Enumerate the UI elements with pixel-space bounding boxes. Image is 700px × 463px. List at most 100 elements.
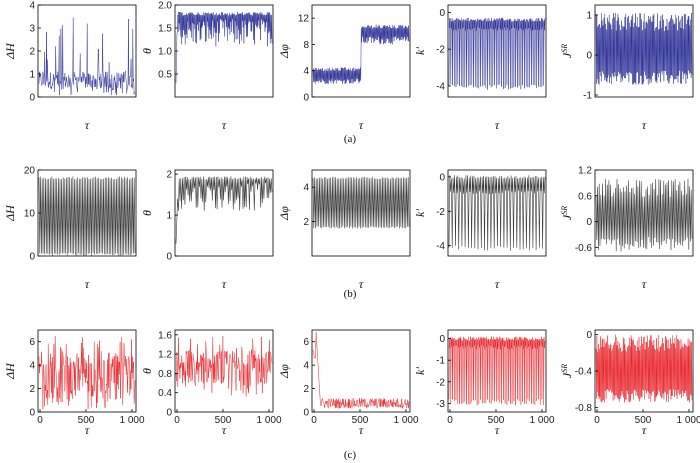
x-axis-label: τ: [495, 277, 500, 291]
plot-frame: [311, 169, 411, 257]
y-axis-label: JSR: [560, 44, 574, 58]
series-line: [38, 336, 136, 410]
plot-frame: [174, 329, 274, 413]
y-tick-label: -1: [436, 356, 445, 367]
y-tick-label: 0: [586, 217, 592, 228]
y-axis-label: k': [413, 47, 427, 55]
x-tick-label: 500: [488, 415, 505, 426]
y-tick-label: 0: [439, 8, 445, 19]
series-line: [595, 12, 693, 85]
x-tick-label: 1 000: [119, 415, 144, 426]
x-tick-label: 0: [447, 415, 453, 426]
y-tick-label: 6: [303, 337, 309, 348]
y-tick-label: 4: [303, 361, 309, 372]
y-axis-label: θ: [140, 48, 154, 54]
x-tick-label: 500: [215, 415, 232, 426]
series-line: [448, 175, 546, 251]
y-tick-label: -2: [436, 45, 445, 56]
y-tick-label: 2: [29, 47, 35, 58]
series-line: [38, 176, 136, 257]
y-tick-label: 1: [166, 211, 172, 222]
panel-r1c3: 0 -2 -4 τ k': [413, 169, 547, 291]
x-axis-label: τ: [495, 118, 500, 132]
x-tick-label: 0: [37, 415, 43, 426]
x-tick-label: 1 000: [256, 415, 281, 426]
y-tick-label: -2: [436, 207, 445, 218]
x-axis-label: τ: [359, 118, 364, 132]
y-tick-label: 0.5: [158, 70, 172, 81]
panel-r1c4: 1.2 0.6 0 -0.6 τ JSR: [560, 166, 694, 291]
panel-r0c3: 0 -2 -4 τ k': [413, 4, 547, 132]
x-tick-label: 500: [635, 415, 652, 426]
panel-r0c4: 1 0 -1 τ JSR: [560, 4, 694, 132]
y-tick-label: 2: [166, 170, 172, 181]
series-line: [595, 334, 693, 403]
y-tick-label: 10: [24, 209, 36, 220]
series-line: [312, 24, 410, 84]
series-line: [595, 178, 693, 252]
series-line: [175, 11, 273, 84]
y-tick-label: 2: [29, 384, 35, 395]
series-line: [175, 176, 273, 244]
x-axis-label: τ: [222, 423, 227, 437]
y-tick-label: 4: [303, 183, 309, 194]
panel-r1c2: 2 4 τ Δφ: [277, 169, 411, 291]
row-label-1: (b): [344, 288, 357, 300]
y-tick-label: 0.4: [158, 388, 172, 399]
y-tick-label: 0: [586, 51, 592, 62]
plot-frame: [311, 329, 411, 413]
x-tick-label: 0: [174, 415, 180, 426]
plot-frame: [447, 169, 547, 257]
y-tick-label: -0.4: [575, 367, 593, 378]
y-tick-label: 0: [29, 252, 35, 263]
row-label-2: (c): [344, 449, 357, 461]
y-tick-label: -2: [436, 377, 445, 388]
panel-r2c0: 0 2 4 6 0 500 1 000 τ ΔH: [3, 329, 145, 437]
y-tick-label: 2.0: [158, 1, 172, 12]
y-tick-label: 0: [303, 93, 309, 104]
y-tick-label: 6: [29, 337, 35, 348]
panels: 01234τΔH0.51.01.52.0τθ04812τΔφ0-2-4τk'10…: [3, 1, 700, 438]
y-tick-label: -1: [583, 91, 592, 102]
y-tick-label: -0.8: [575, 403, 593, 414]
y-tick-label: 0.6: [578, 191, 592, 202]
x-tick-label: 500: [352, 415, 369, 426]
y-axis-label: Δφ: [277, 44, 291, 59]
y-tick-label: 0: [29, 93, 35, 104]
y-tick-label: 1.2: [578, 166, 592, 177]
plot-frame: [594, 169, 694, 257]
x-axis-label: τ: [85, 277, 90, 291]
y-tick-label: 0: [586, 330, 592, 341]
y-axis-label: Δφ: [277, 206, 291, 221]
x-axis-label: τ: [85, 118, 90, 132]
y-tick-label: -4: [436, 241, 445, 252]
y-tick-label: 4: [29, 1, 35, 12]
y-tick-label: 1.2: [158, 350, 172, 361]
y-tick-label: 0.8: [158, 369, 172, 380]
y-tick-label: 0: [439, 334, 445, 345]
y-tick-label: 1: [29, 70, 35, 81]
y-axis-label: θ: [140, 210, 154, 216]
plot-frame: [37, 329, 137, 413]
y-tick-label: 8: [303, 40, 309, 51]
plot-frame: [447, 4, 547, 98]
row-labels: (a) (b) (c): [344, 133, 357, 461]
y-tick-label: 1.6: [158, 330, 172, 341]
plot-frame: [447, 329, 547, 413]
y-tick-label: 4: [303, 66, 309, 77]
panel-r0c0: 0 1 2 3 4 τ ΔH: [3, 1, 137, 132]
y-tick-label: 4: [29, 361, 35, 372]
x-tick-label: 1 000: [393, 415, 418, 426]
y-axis-label: ΔH: [3, 204, 17, 222]
x-tick-label: 0: [311, 415, 317, 426]
y-axis-label: k': [413, 367, 427, 375]
panel-r1c0: 0 10 20 τ ΔH: [3, 166, 137, 291]
x-tick-label: 1 000: [676, 415, 700, 426]
y-axis-label: ΔH: [3, 362, 17, 380]
panel-r1c1: 0 1 2 τ θ: [140, 170, 274, 291]
series-line: [312, 176, 410, 229]
panel-r0c1: 0.5 1.0 1.5 2.0 τ θ: [140, 1, 274, 132]
